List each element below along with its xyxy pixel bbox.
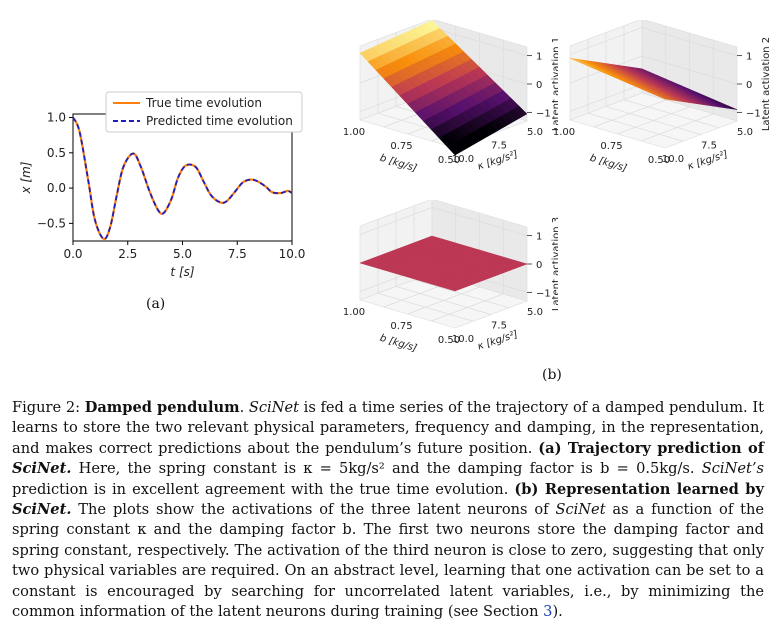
y-axis-label: x [m] — [19, 161, 33, 194]
grid-line — [641, 40, 714, 142]
series-line-2 — [72, 117, 293, 240]
k-tick-label: 7.5 — [491, 321, 507, 332]
y-tick-label: 0.0 — [47, 181, 66, 195]
x-tick-label: 5.0 — [173, 247, 192, 261]
k-tick-label: 10.0 — [452, 334, 474, 345]
line-chart: 0.0 2.5 5.0 7.5 10.0 1.0 0.5 0.0 −0.5 t [s] x [m] T… — [19, 91, 306, 279]
z-tick-label: −1 — [536, 288, 551, 299]
legend-box — [105, 91, 303, 133]
caption-title: Damped pendulum — [84, 399, 240, 416]
panel-label-a: (a) — [146, 296, 166, 312]
b-tick-label: 0.50 — [438, 335, 460, 346]
b-tick-label: 0.50 — [438, 155, 460, 166]
k-tick-label: 5.0 — [737, 127, 753, 138]
b-tick-label: 1.00 — [343, 127, 365, 138]
x-axis-label: t [s] — [170, 265, 194, 279]
caption-text: prediction is in excellent agreement wit… — [12, 480, 515, 498]
x-tick-label: 0.0 — [63, 247, 82, 261]
z-axis-label: Latent activation 3 — [551, 217, 558, 311]
b-axis-label: b [kg/s] — [378, 153, 418, 175]
z-tick-label: 1 — [536, 52, 542, 63]
grid-line — [359, 207, 528, 236]
k-tick-label: 10.0 — [662, 154, 684, 165]
caption-text: is fed a time series of the trajectory o… — [12, 399, 764, 457]
grid-line — [377, 219, 474, 322]
k-axis-label: κ [kg/s²] — [476, 329, 519, 352]
x-tick-label: 7.5 — [228, 247, 247, 261]
k-axis-label: κ [kg/s²] — [476, 149, 519, 172]
caption-a-scinet: SciNet. — [12, 460, 72, 478]
b-tick-label: 1.00 — [553, 127, 575, 138]
caption-text: Here, the spring constant is κ = 5kg/s² … — [71, 460, 702, 478]
z-axis-label: Latent activation 1 — [551, 37, 558, 131]
z-tick-label: 0 — [536, 80, 542, 91]
plot-frame — [72, 113, 293, 242]
caption-scinet: SciNet — [555, 501, 606, 519]
b-axis-label: b [kg/s] — [378, 333, 418, 355]
k-tick-label: 10.0 — [452, 154, 474, 165]
figure-caption: Figure 2: Damped pendulum. SciNet is fed… — [12, 398, 764, 622]
z-tick-label: 1 — [536, 232, 542, 243]
grid-line — [593, 26, 667, 128]
b-tick-label: 0.75 — [390, 321, 412, 332]
k-tick-label: 5.0 — [527, 307, 543, 318]
grid-line — [407, 213, 480, 315]
caption-a-head: (a) Trajectory prediction of — [538, 439, 765, 457]
caption-fig: Figure 2: — [12, 399, 85, 416]
caption-text: The plots show the activations of the th… — [71, 501, 556, 519]
series-line-1 — [72, 116, 293, 241]
surface-patch — [446, 286, 462, 292]
x-tick-label: 10.0 — [279, 247, 306, 261]
grid-line — [569, 55, 738, 85]
legend-label: Predicted time evolution — [146, 114, 293, 128]
caption-text: as a function of the spring constant κ a… — [12, 501, 764, 621]
z-tick-label: −1 — [536, 108, 551, 119]
z-axis-label: Latent activation 2 — [761, 37, 772, 131]
k-axis-label: κ [kg/s²] — [686, 149, 729, 172]
z-tick-label: 0 — [536, 260, 542, 271]
section-link[interactable]: 3 — [543, 603, 553, 621]
grid-line — [413, 205, 510, 309]
k-tick-label: 7.5 — [491, 141, 507, 152]
grid-line — [605, 32, 702, 135]
caption-b-scinet: SciNet. — [12, 501, 72, 519]
grid-line — [623, 25, 720, 129]
surface-patch — [656, 95, 672, 101]
y-tick-label: 1.0 — [47, 111, 66, 125]
x-tick-label: 2.5 — [118, 247, 137, 261]
k-tick-label: 7.5 — [701, 141, 717, 152]
z-tick-label: −1 — [746, 108, 761, 119]
z-tick-label: 1 — [746, 52, 752, 63]
grid-line — [431, 220, 504, 322]
caption-text: . — [239, 399, 249, 416]
surface-plot-2: 1 0 −1 Latent activation 2 1.00 0.75 0.50 b [kg… — [553, 20, 772, 175]
b-tick-label: 0.75 — [600, 141, 622, 152]
y-tick-label: −0.5 — [37, 216, 66, 230]
k-tick-label: 5.0 — [527, 127, 543, 138]
caption-scinet: SciNet’s — [701, 460, 764, 478]
caption-text: ). — [552, 603, 563, 621]
legend-label: True time evolution — [145, 96, 262, 110]
grid-line — [395, 212, 492, 315]
caption-b-head: (b) Representation learned by — [514, 480, 764, 498]
b-tick-label: 1.00 — [343, 307, 365, 318]
b-tick-label: 0.50 — [648, 155, 670, 166]
y-tick-label: 0.5 — [47, 146, 66, 160]
b-tick-label: 0.75 — [390, 141, 412, 152]
z-tick-label: 0 — [746, 80, 752, 91]
grid-line — [617, 33, 690, 135]
panel-label-b: (b) — [542, 367, 562, 383]
b-axis-label: b [kg/s] — [588, 153, 628, 175]
grid-line — [569, 27, 738, 56]
surface-patch — [446, 142, 462, 156]
caption-scinet: SciNet — [248, 399, 299, 416]
